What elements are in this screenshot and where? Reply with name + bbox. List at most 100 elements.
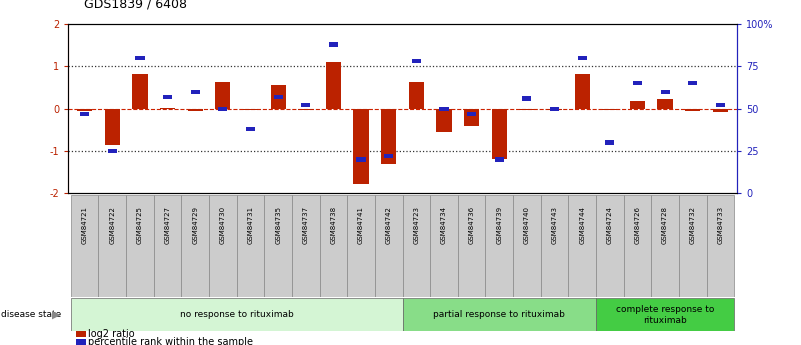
- Bar: [243, 109, 258, 110]
- Text: GSM84735: GSM84735: [275, 206, 281, 244]
- Bar: [602, 109, 618, 110]
- Bar: [716, 103, 725, 107]
- Bar: [375, 195, 402, 297]
- Bar: [126, 195, 154, 297]
- FancyBboxPatch shape: [402, 298, 596, 331]
- Bar: [513, 195, 541, 297]
- Text: disease state: disease state: [1, 310, 61, 319]
- Bar: [458, 195, 485, 297]
- Bar: [181, 195, 209, 297]
- Bar: [132, 74, 147, 109]
- Bar: [492, 109, 507, 159]
- Bar: [658, 99, 673, 109]
- Text: ▶: ▶: [51, 310, 60, 320]
- Text: GSM84724: GSM84724: [607, 206, 613, 244]
- Bar: [409, 82, 424, 109]
- Text: GSM84729: GSM84729: [192, 206, 198, 244]
- FancyBboxPatch shape: [596, 298, 735, 331]
- Bar: [108, 149, 117, 153]
- Bar: [633, 81, 642, 86]
- Bar: [569, 195, 596, 297]
- Text: GSM84736: GSM84736: [469, 206, 475, 244]
- Text: percentile rank within the sample: percentile rank within the sample: [88, 337, 253, 345]
- Bar: [522, 96, 531, 101]
- Bar: [430, 195, 458, 297]
- Bar: [99, 195, 126, 297]
- Bar: [301, 103, 310, 107]
- Bar: [381, 109, 396, 165]
- Bar: [154, 195, 181, 297]
- Text: GSM84730: GSM84730: [219, 206, 226, 244]
- Bar: [187, 109, 203, 111]
- Text: GSM84742: GSM84742: [386, 206, 392, 244]
- Text: GSM84739: GSM84739: [497, 206, 502, 244]
- Text: GSM84726: GSM84726: [634, 206, 641, 244]
- Text: GSM84733: GSM84733: [718, 206, 723, 244]
- Text: GSM84740: GSM84740: [524, 206, 530, 244]
- Bar: [541, 195, 569, 297]
- Bar: [215, 82, 231, 109]
- Bar: [135, 56, 144, 60]
- Bar: [236, 195, 264, 297]
- Bar: [160, 108, 175, 109]
- Bar: [550, 107, 559, 111]
- Bar: [679, 195, 706, 297]
- Bar: [209, 195, 236, 297]
- Bar: [412, 59, 421, 63]
- Bar: [596, 195, 624, 297]
- Bar: [440, 107, 449, 111]
- Bar: [402, 195, 430, 297]
- Bar: [320, 195, 347, 297]
- Text: GSM84721: GSM84721: [82, 206, 87, 244]
- Bar: [578, 56, 586, 60]
- Bar: [688, 81, 697, 86]
- Bar: [630, 101, 645, 109]
- Text: GSM84732: GSM84732: [690, 206, 696, 244]
- Bar: [661, 90, 670, 94]
- FancyBboxPatch shape: [70, 298, 402, 331]
- Bar: [77, 109, 92, 111]
- Bar: [191, 90, 199, 94]
- Text: GSM84741: GSM84741: [358, 206, 364, 244]
- Bar: [437, 109, 452, 132]
- Bar: [80, 112, 89, 116]
- Bar: [163, 95, 172, 99]
- Bar: [219, 107, 227, 111]
- Bar: [105, 109, 120, 145]
- Bar: [271, 86, 286, 109]
- Bar: [606, 140, 614, 145]
- Text: GSM84737: GSM84737: [303, 206, 308, 244]
- Text: GSM84738: GSM84738: [330, 206, 336, 244]
- Text: partial response to rituximab: partial response to rituximab: [433, 310, 566, 319]
- Text: GSM84727: GSM84727: [164, 206, 171, 244]
- Bar: [384, 154, 393, 158]
- Bar: [246, 127, 255, 131]
- Bar: [292, 195, 320, 297]
- Bar: [326, 62, 341, 109]
- Text: GSM84723: GSM84723: [413, 206, 419, 244]
- Bar: [353, 109, 368, 184]
- Bar: [713, 109, 728, 112]
- Bar: [624, 195, 651, 297]
- Bar: [356, 157, 365, 161]
- Text: GSM84725: GSM84725: [137, 206, 143, 244]
- Text: GDS1839 / 6408: GDS1839 / 6408: [84, 0, 187, 10]
- Text: log2 ratio: log2 ratio: [88, 329, 135, 339]
- Bar: [274, 95, 283, 99]
- Bar: [495, 157, 504, 161]
- Bar: [329, 42, 338, 47]
- Bar: [706, 195, 735, 297]
- Text: GSM84743: GSM84743: [552, 206, 557, 244]
- Bar: [70, 195, 99, 297]
- Bar: [464, 109, 479, 126]
- Bar: [347, 195, 375, 297]
- Text: GSM84731: GSM84731: [248, 206, 253, 244]
- Bar: [485, 195, 513, 297]
- Bar: [651, 195, 679, 297]
- Bar: [685, 109, 700, 111]
- Bar: [264, 195, 292, 297]
- Bar: [467, 112, 476, 116]
- Text: GSM84744: GSM84744: [579, 206, 586, 244]
- Bar: [547, 109, 562, 110]
- Bar: [574, 74, 590, 109]
